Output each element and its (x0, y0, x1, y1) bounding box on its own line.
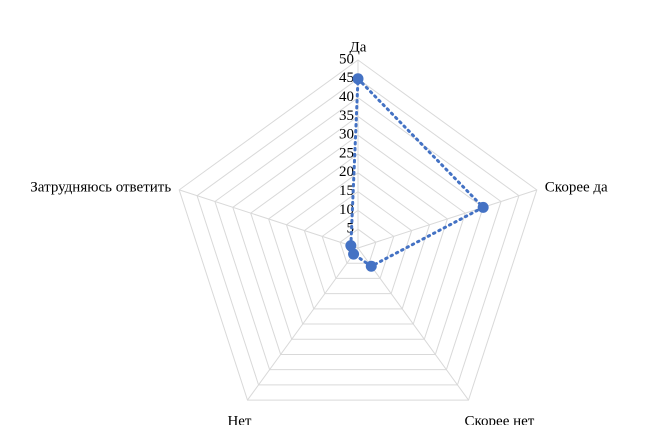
spoke-2 (357, 247, 469, 401)
spoke-1 (357, 189, 537, 249)
grid-ring-30 (250, 134, 466, 340)
category-label: Затрудняюсь ответить (30, 179, 171, 195)
grid-ring-10 (321, 209, 395, 279)
grid-ring-5 (339, 228, 377, 264)
spoke-3 (247, 247, 359, 401)
tick-label: 35 (339, 108, 354, 124)
series-line (349, 75, 486, 269)
grid-ring-40 (214, 96, 502, 371)
radar-grid (178, 59, 538, 401)
tick-label: 5 (347, 221, 355, 237)
data-point (365, 260, 377, 272)
tick-label: 40 (339, 89, 354, 105)
tick-label: 10 (339, 202, 354, 218)
category-label: Да (350, 39, 367, 55)
radial-axis-ticks: 05101520253035404550 (339, 51, 354, 255)
category-label: Скорее нет (465, 414, 535, 425)
radar-series (345, 73, 489, 272)
data-point (348, 248, 360, 260)
category-labels: Да Скорее да Скорее нет Нет Затрудняюсь отве… (30, 39, 608, 425)
tick-label: 20 (339, 164, 354, 180)
data-point (352, 73, 364, 85)
tick-label: 45 (339, 70, 354, 86)
data-point (345, 240, 357, 252)
tick-label: 15 (339, 183, 354, 199)
grid-ring-45 (196, 78, 520, 386)
data-point (477, 201, 489, 213)
grid-ring-20 (285, 172, 431, 310)
tick-label: 30 (339, 127, 354, 143)
grid-ring-50 (178, 59, 538, 401)
spoke-4 (179, 189, 359, 249)
tick-label: 50 (339, 51, 354, 67)
grid-ring-15 (303, 190, 413, 295)
category-label: Нет (227, 414, 251, 425)
category-label: Скорее да (545, 179, 608, 195)
tick-label: 25 (339, 145, 354, 161)
grid-ring-35 (232, 115, 484, 355)
grid-ring-25 (268, 153, 448, 325)
